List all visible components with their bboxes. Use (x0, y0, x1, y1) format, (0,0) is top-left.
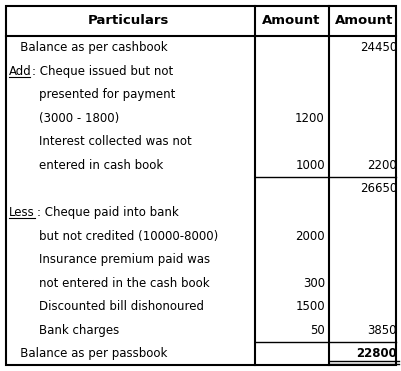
Text: Amount: Amount (261, 14, 320, 27)
Text: : Cheque paid into bank: : Cheque paid into bank (37, 206, 178, 219)
Text: 1200: 1200 (295, 112, 325, 125)
Text: Bank charges: Bank charges (9, 324, 119, 336)
Text: Interest collected was not: Interest collected was not (9, 135, 192, 148)
Text: 2000: 2000 (295, 230, 325, 243)
Text: 22800: 22800 (356, 347, 397, 360)
Text: 1000: 1000 (295, 159, 325, 172)
Text: but not credited (10000-8000): but not credited (10000-8000) (9, 230, 219, 243)
Text: Insurance premium paid was: Insurance premium paid was (9, 253, 211, 266)
Text: 300: 300 (303, 276, 325, 290)
Text: 2200: 2200 (367, 159, 397, 172)
Text: Amount: Amount (335, 14, 393, 27)
Text: : Cheque issued but not: : Cheque issued but not (32, 65, 173, 78)
Text: 3850: 3850 (367, 324, 397, 336)
Text: (3000 - 1800): (3000 - 1800) (9, 112, 119, 125)
Text: entered in cash book: entered in cash book (9, 159, 164, 172)
Text: 50: 50 (310, 324, 325, 336)
Text: 26650: 26650 (360, 183, 397, 196)
Text: 1500: 1500 (295, 300, 325, 313)
Text: Balance as per passbook: Balance as per passbook (9, 347, 168, 360)
Text: Balance as per cashbook: Balance as per cashbook (9, 41, 168, 54)
Text: Less: Less (9, 206, 35, 219)
Text: Discounted bill dishonoured: Discounted bill dishonoured (9, 300, 204, 313)
Text: Add: Add (9, 65, 32, 78)
Text: not entered in the cash book: not entered in the cash book (9, 276, 210, 290)
Text: presented for payment: presented for payment (9, 88, 176, 101)
Text: Particulars: Particulars (88, 14, 169, 27)
Text: 24450: 24450 (360, 41, 397, 54)
